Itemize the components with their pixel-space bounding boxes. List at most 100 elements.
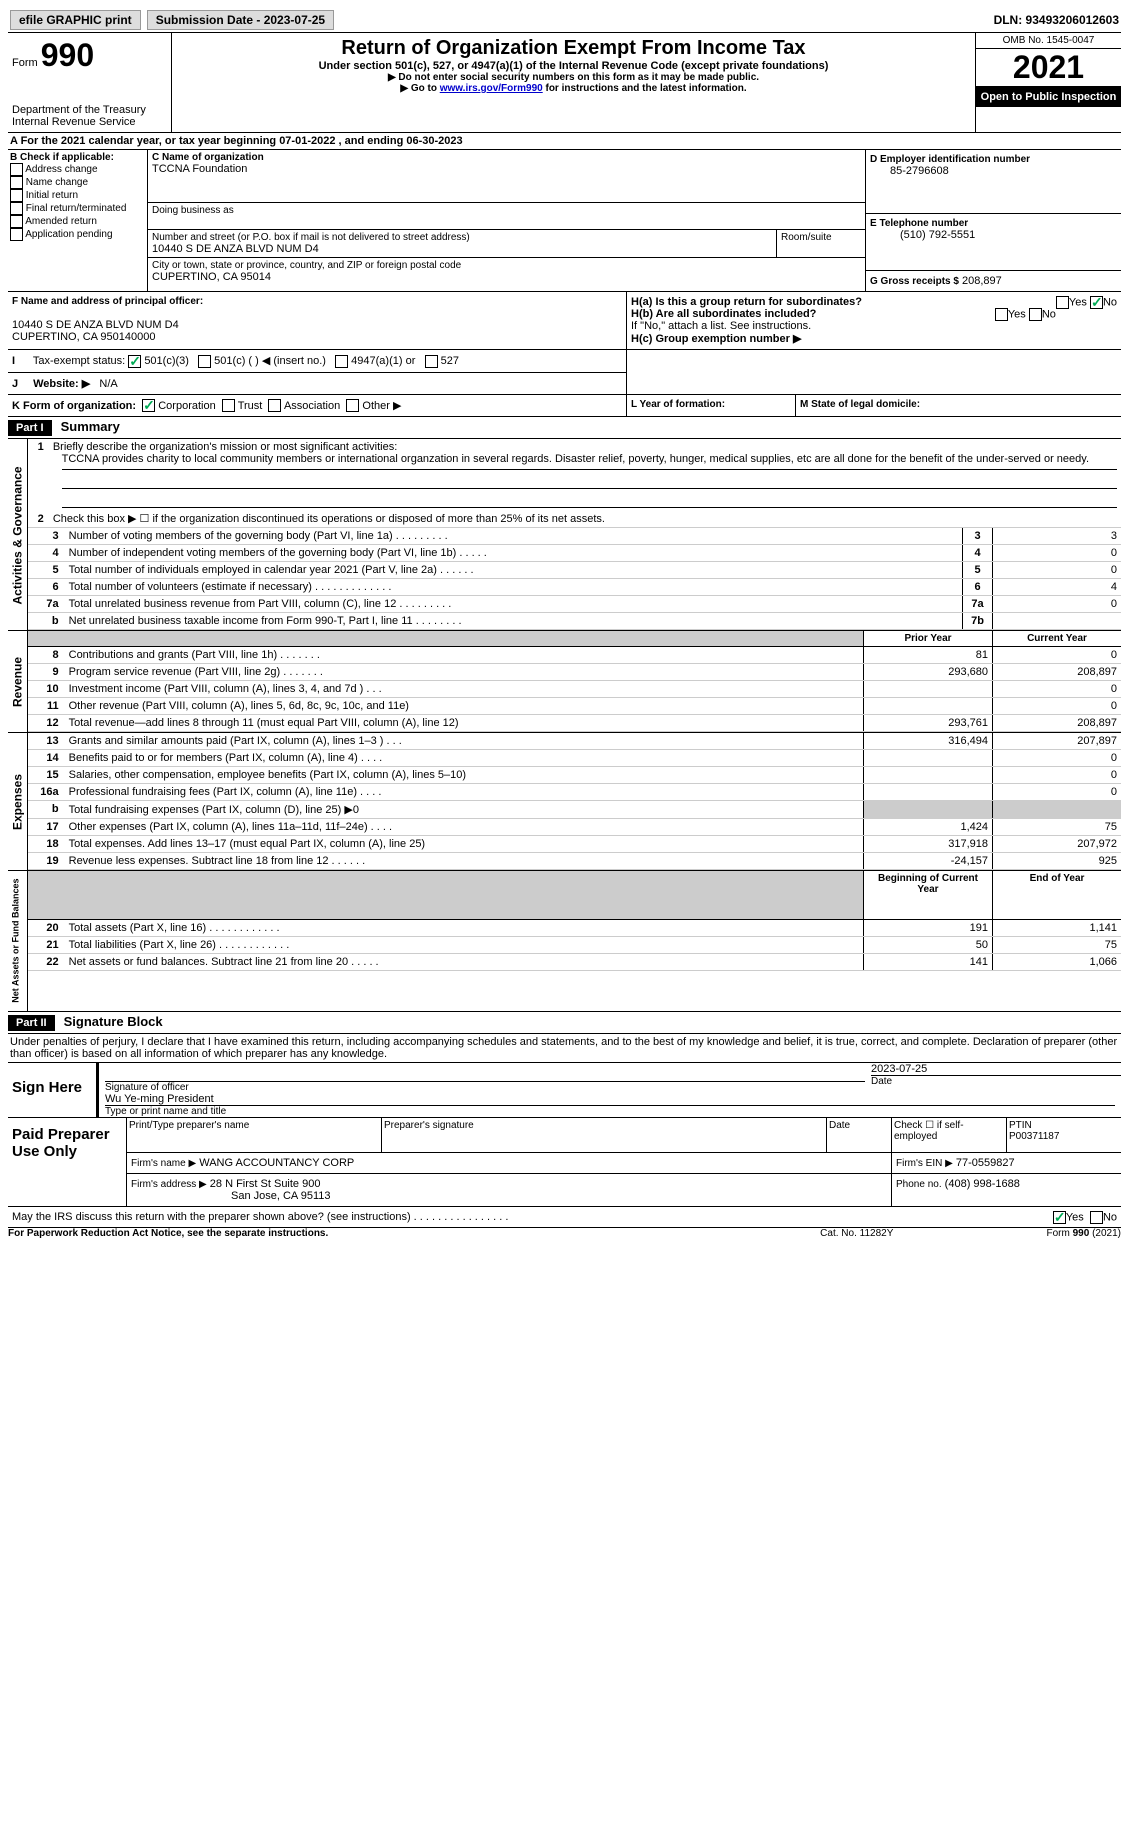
firm-name: WANG ACCOUNTANCY CORP bbox=[199, 1157, 354, 1169]
line-20: 20Total assets (Part X, line 16) . . . .… bbox=[28, 920, 1121, 937]
phone-value: (510) 792-5551 bbox=[870, 229, 1117, 241]
summary-line-5: 5Total number of individuals employed in… bbox=[28, 562, 1121, 579]
4947-checkbox[interactable] bbox=[335, 355, 348, 368]
penalty-text: Under penalties of perjury, I declare th… bbox=[8, 1034, 1121, 1063]
hc-label: H(c) Group exemption number ▶ bbox=[631, 332, 1117, 345]
501c-checkbox[interactable] bbox=[198, 355, 211, 368]
discuss-no-checkbox[interactable] bbox=[1090, 1211, 1103, 1224]
efile-button[interactable]: efile GRAPHIC print bbox=[10, 10, 141, 30]
line-8: 8Contributions and grants (Part VIII, li… bbox=[28, 647, 1121, 664]
corp-checkbox[interactable] bbox=[142, 399, 155, 412]
firm-phone: (408) 998-1688 bbox=[945, 1178, 1020, 1190]
initial-return-checkbox[interactable] bbox=[10, 189, 23, 202]
l-label: L Year of formation: bbox=[627, 395, 796, 417]
other-checkbox[interactable] bbox=[346, 399, 359, 412]
hb-yes-checkbox[interactable] bbox=[995, 308, 1008, 321]
summary-line-4: 4Number of independent voting members of… bbox=[28, 545, 1121, 562]
dln-label: DLN: 93493206012603 bbox=[994, 13, 1119, 27]
vlabel-ag: Activities & Governance bbox=[8, 439, 27, 631]
line2: Check this box ▶ ☐ if the organization d… bbox=[53, 513, 605, 525]
line-22: 22Net assets or fund balances. Subtract … bbox=[28, 953, 1121, 970]
submission-date-button[interactable]: Submission Date - 2023-07-25 bbox=[147, 10, 334, 30]
end-year-header: End of Year bbox=[993, 871, 1122, 919]
part2-title: Signature Block bbox=[64, 1014, 163, 1029]
firm-addr-label: Firm's address ▶ bbox=[131, 1179, 207, 1190]
title-block-table: Form 990 Department of the Treasury Inte… bbox=[8, 33, 1121, 133]
room-label: Room/suite bbox=[777, 230, 866, 258]
name-change-checkbox[interactable] bbox=[10, 176, 23, 189]
instr2: ▶ Go to www.irs.gov/Form990 for instruct… bbox=[176, 83, 971, 94]
final-return-checkbox[interactable] bbox=[10, 202, 23, 215]
sign-here-table: Sign Here Signature of officer 2023-07-2… bbox=[8, 1063, 1121, 1118]
org-name: TCCNA Foundation bbox=[152, 163, 861, 175]
line-16a: 16aProfessional fundraising fees (Part I… bbox=[28, 784, 1121, 801]
paid-preparer-table: Paid Preparer Use Only Print/Type prepar… bbox=[8, 1118, 1121, 1207]
irs-link[interactable]: www.irs.gov/Form990 bbox=[440, 83, 543, 94]
dba-label: Doing business as bbox=[148, 203, 865, 230]
assoc-checkbox[interactable] bbox=[268, 399, 281, 412]
c-label: C Name of organization bbox=[152, 152, 861, 163]
ha-yes-checkbox[interactable] bbox=[1056, 296, 1069, 309]
amended-return-checkbox[interactable] bbox=[10, 215, 23, 228]
sig-officer-label: Signature of officer bbox=[105, 1081, 865, 1093]
inspection-label: Open to Public Inspection bbox=[976, 87, 1121, 107]
summary-line-3: 3Number of voting members of the governi… bbox=[28, 528, 1121, 545]
firm-addr2: San Jose, CA 95113 bbox=[131, 1190, 330, 1202]
line-19: 19Revenue less expenses. Subtract line 1… bbox=[28, 853, 1121, 870]
d-label: D Employer identification number bbox=[870, 154, 1117, 165]
instr1: ▶ Do not enter social security numbers o… bbox=[176, 72, 971, 83]
city-value: CUPERTINO, CA 95014 bbox=[152, 271, 861, 283]
hb-no-checkbox[interactable] bbox=[1029, 308, 1042, 321]
form-number: 990 bbox=[41, 37, 94, 73]
trust-checkbox[interactable] bbox=[222, 399, 235, 412]
527-checkbox[interactable] bbox=[425, 355, 438, 368]
dept-label: Department of the Treasury bbox=[12, 104, 167, 116]
b-label: B Check if applicable: bbox=[10, 152, 145, 163]
current-year-header: Current Year bbox=[993, 631, 1122, 647]
cat-number: Cat. No. 11282Y bbox=[770, 1228, 944, 1239]
sig-date: 2023-07-25 bbox=[871, 1063, 1121, 1076]
line-11: 11Other revenue (Part VIII, column (A), … bbox=[28, 698, 1121, 715]
ein-value: 85-2796608 bbox=[870, 165, 1117, 177]
begin-year-header: Beginning of Current Year bbox=[864, 871, 993, 919]
line-a: A For the 2021 calendar year, or tax yea… bbox=[8, 133, 1121, 150]
501c3-checkbox[interactable] bbox=[128, 355, 141, 368]
officer-name: Wu Ye-ming President bbox=[105, 1093, 1115, 1106]
ha-row: H(a) Is this a group return for subordin… bbox=[631, 296, 1117, 308]
website-value: N/A bbox=[99, 378, 117, 390]
part2-header: Part II bbox=[8, 1015, 55, 1031]
line-12: 12Total revenue—add lines 8 through 11 (… bbox=[28, 715, 1121, 732]
line-18: 18Total expenses. Add lines 13–17 (must … bbox=[28, 836, 1121, 853]
prior-year-header: Prior Year bbox=[864, 631, 993, 647]
f-addr2: CUPERTINO, CA 950140000 bbox=[12, 331, 622, 343]
f-label: F Name and address of principal officer: bbox=[12, 296, 622, 307]
self-emp: Check ☐ if self-employed bbox=[892, 1118, 1007, 1153]
line-17: 17Other expenses (Part IX, column (A), l… bbox=[28, 819, 1121, 836]
main-title: Return of Organization Exempt From Incom… bbox=[176, 37, 971, 60]
hb-row: H(b) Are all subordinates included? Yes … bbox=[631, 308, 1117, 320]
header-bar: efile GRAPHIC print Submission Date - 20… bbox=[8, 8, 1121, 33]
gross-receipts: 208,897 bbox=[962, 275, 1002, 287]
print-name-label: Print/Type preparer's name bbox=[127, 1118, 382, 1153]
line-10: 10Investment income (Part VIII, column (… bbox=[28, 681, 1121, 698]
discuss-yes-checkbox[interactable] bbox=[1053, 1211, 1066, 1224]
line-b: bTotal fundraising expenses (Part IX, co… bbox=[28, 801, 1121, 819]
j-label: Website: ▶ bbox=[33, 378, 90, 390]
type-name-label: Type or print name and title bbox=[105, 1106, 1115, 1117]
line-15: 15Salaries, other compensation, employee… bbox=[28, 767, 1121, 784]
firm-name-label: Firm's name ▶ bbox=[131, 1158, 196, 1169]
footer: For Paperwork Reduction Act Notice, see … bbox=[8, 1228, 1121, 1239]
sign-here-label: Sign Here bbox=[8, 1063, 98, 1118]
line-21: 21Total liabilities (Part X, line 26) . … bbox=[28, 936, 1121, 953]
addr-label: Number and street (or P.O. box if mail i… bbox=[152, 232, 772, 243]
ptin-label: PTIN bbox=[1009, 1120, 1119, 1131]
summary-line-6: 6Total number of volunteers (estimate if… bbox=[28, 579, 1121, 596]
address-change-checkbox[interactable] bbox=[10, 163, 23, 176]
application-pending-checkbox[interactable] bbox=[10, 228, 23, 241]
b-opt-2: Initial return bbox=[10, 189, 145, 202]
tax-year: 2021 bbox=[976, 49, 1121, 87]
vlabel-exp: Expenses bbox=[8, 733, 27, 871]
summary-line-b: bNet unrelated business taxable income f… bbox=[28, 613, 1121, 630]
subtitle: Under section 501(c), 527, or 4947(a)(1)… bbox=[176, 60, 971, 72]
ha-no-checkbox[interactable] bbox=[1090, 296, 1103, 309]
